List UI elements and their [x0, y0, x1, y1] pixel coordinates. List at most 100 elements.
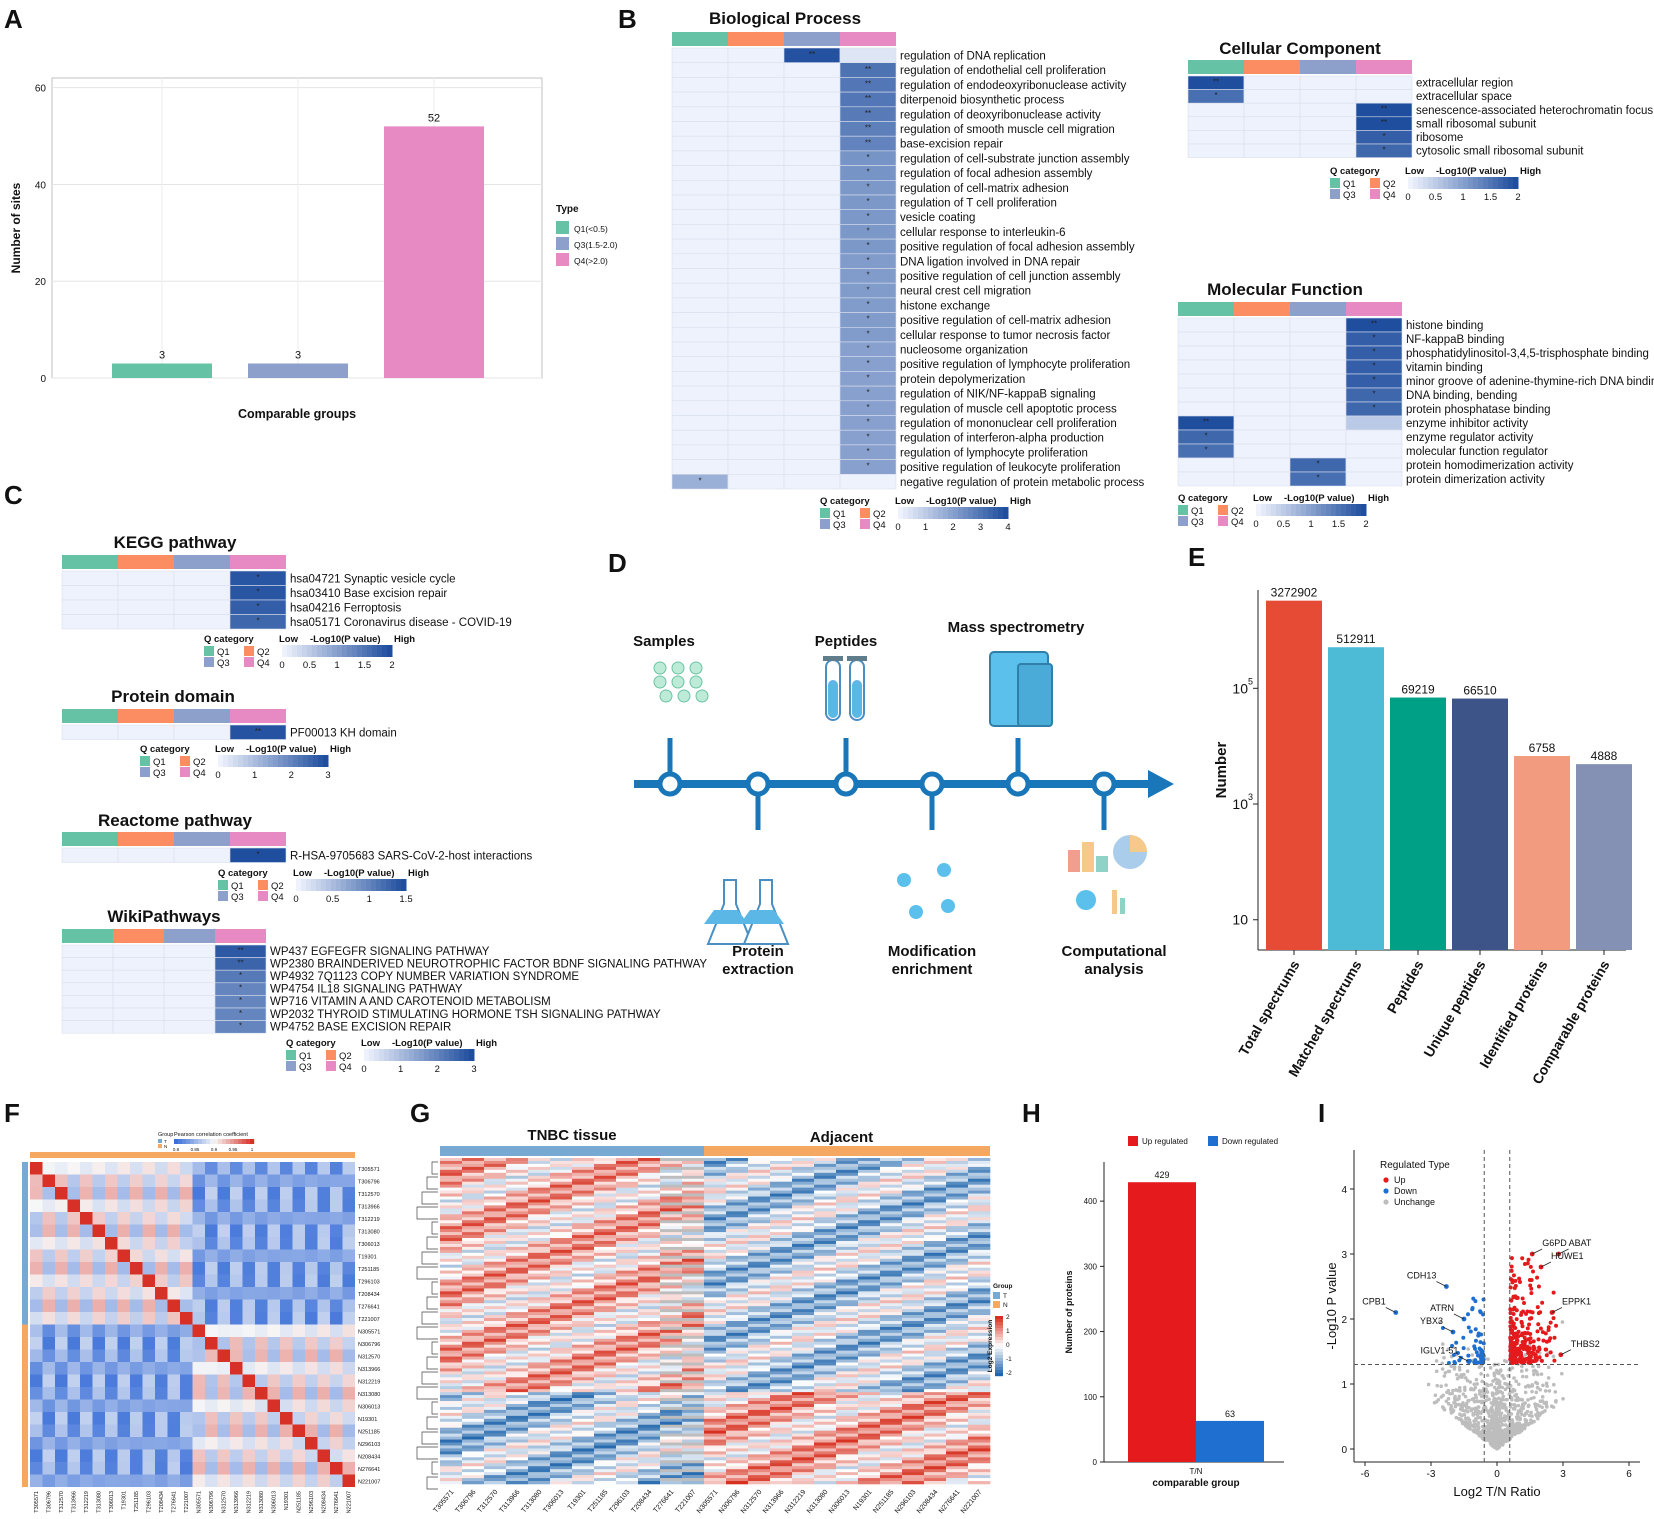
- correlation-cell: [167, 1299, 180, 1312]
- expression-cell: [572, 1466, 595, 1470]
- expression-cell: [814, 1169, 837, 1174]
- correlation-cell: [167, 1262, 180, 1275]
- expression-cell: [572, 1214, 595, 1218]
- expression-cell: [726, 1350, 749, 1354]
- expression-cell: [946, 1395, 969, 1399]
- expression-cell: [682, 1160, 705, 1165]
- expression-cell: [792, 1448, 815, 1452]
- expression-cell: [528, 1409, 551, 1414]
- correlation-cell: [55, 1287, 68, 1300]
- expression-cell: [902, 1365, 925, 1369]
- expression-cell: [682, 1323, 705, 1328]
- correlation-cell: [217, 1324, 230, 1337]
- expression-cell: [528, 1238, 551, 1242]
- expression-cell: [660, 1252, 683, 1257]
- bp-significance-mark: *: [866, 388, 869, 397]
- correlation-cell: [205, 1387, 218, 1400]
- wiki-cell: [163, 944, 216, 958]
- expression-cell: [704, 1457, 727, 1461]
- point-unchange: [1560, 1371, 1564, 1376]
- point-unchange: [1457, 1385, 1462, 1390]
- expression-cell: [550, 1255, 573, 1260]
- expression-cell: [792, 1258, 815, 1263]
- expression-cell: [968, 1421, 991, 1426]
- expression-cell: [616, 1297, 639, 1301]
- expression-cell: [572, 1220, 595, 1224]
- expression-cell: [528, 1175, 551, 1180]
- bp-cell: [671, 47, 729, 63]
- bp-legend-gradient: [993, 507, 999, 519]
- expression-cell: [924, 1392, 947, 1396]
- expression-cell: [528, 1232, 551, 1236]
- correlation-cell: [180, 1349, 193, 1362]
- correlation-cell: [42, 1474, 55, 1487]
- expression-cell: [968, 1412, 991, 1417]
- expression-cell: [506, 1418, 529, 1423]
- expression-cell: [484, 1255, 507, 1260]
- correlation-cell: [142, 1399, 155, 1412]
- step-label-bottom-1: Modification: [888, 943, 976, 960]
- expression-cell: [462, 1421, 485, 1426]
- expression-cell: [572, 1309, 595, 1313]
- expression-cell: [462, 1433, 485, 1437]
- expression-cell: [594, 1386, 617, 1390]
- expression-cell: [748, 1403, 771, 1408]
- expression-cell: [440, 1472, 463, 1476]
- expression-cell: [924, 1469, 947, 1473]
- bp-significance-mark: *: [866, 168, 869, 177]
- expression-cell: [770, 1392, 793, 1396]
- correlation-cell: [342, 1399, 355, 1412]
- expression-cell: [506, 1344, 529, 1348]
- expression-cell: [880, 1326, 903, 1331]
- correlation-cell: [205, 1187, 218, 1200]
- expression-cell: [704, 1362, 727, 1366]
- expression-cell: [814, 1398, 837, 1402]
- expression-cell: [506, 1178, 529, 1183]
- expression-cell: [770, 1365, 793, 1369]
- group-bar-side: [22, 1224, 28, 1237]
- expression-cell: [660, 1255, 683, 1260]
- correlation-cell: [255, 1449, 268, 1462]
- expression-cell: [550, 1383, 573, 1387]
- correlation-cell: [280, 1387, 293, 1400]
- expression-cell: [946, 1469, 969, 1473]
- expression-cell: [572, 1315, 595, 1319]
- expression-cell: [440, 1481, 463, 1485]
- correlation-cell: [55, 1174, 68, 1187]
- expression-cell: [858, 1163, 881, 1168]
- correlation-cell: [317, 1337, 330, 1350]
- expression-cell: [836, 1226, 859, 1230]
- correlation-cell: [92, 1262, 105, 1275]
- expression-cell: [902, 1436, 925, 1440]
- expression-cell: [528, 1282, 551, 1286]
- correlation-cell: [205, 1224, 218, 1237]
- expression-cell: [968, 1202, 991, 1206]
- expression-cell: [506, 1362, 529, 1366]
- expression-cell: [462, 1240, 485, 1245]
- expression-cell: [550, 1196, 573, 1200]
- expression-cell: [748, 1472, 771, 1476]
- expression-cell: [660, 1163, 683, 1168]
- expression-cell: [506, 1217, 529, 1221]
- expression-cell: [462, 1178, 485, 1183]
- mf-legend-label: Q1: [1191, 506, 1204, 517]
- expression-cell: [594, 1335, 617, 1340]
- bp-term-label: neural crest cell migration: [900, 286, 1031, 298]
- group-bar-side: [22, 1287, 28, 1300]
- cc-term-label: senescence-associated heterochromatin fo…: [1416, 105, 1653, 117]
- expression-cell: [594, 1175, 617, 1180]
- expression-cell: [440, 1403, 463, 1408]
- expression-cell: [770, 1433, 793, 1437]
- correlation-cell: [330, 1387, 343, 1400]
- expression-cell: [924, 1211, 947, 1215]
- expression-cell: [704, 1392, 727, 1396]
- expression-cell: [528, 1211, 551, 1215]
- expression-cell: [836, 1249, 859, 1254]
- expression-cell: [880, 1344, 903, 1348]
- point-unchange: [1465, 1369, 1470, 1373]
- bp-term-label: cellular response to interleukin-6: [900, 227, 1066, 239]
- expression-cell: [616, 1409, 639, 1414]
- mf-cell: [1345, 471, 1403, 487]
- expression-cell: [748, 1279, 771, 1283]
- expression-cell: [924, 1300, 947, 1304]
